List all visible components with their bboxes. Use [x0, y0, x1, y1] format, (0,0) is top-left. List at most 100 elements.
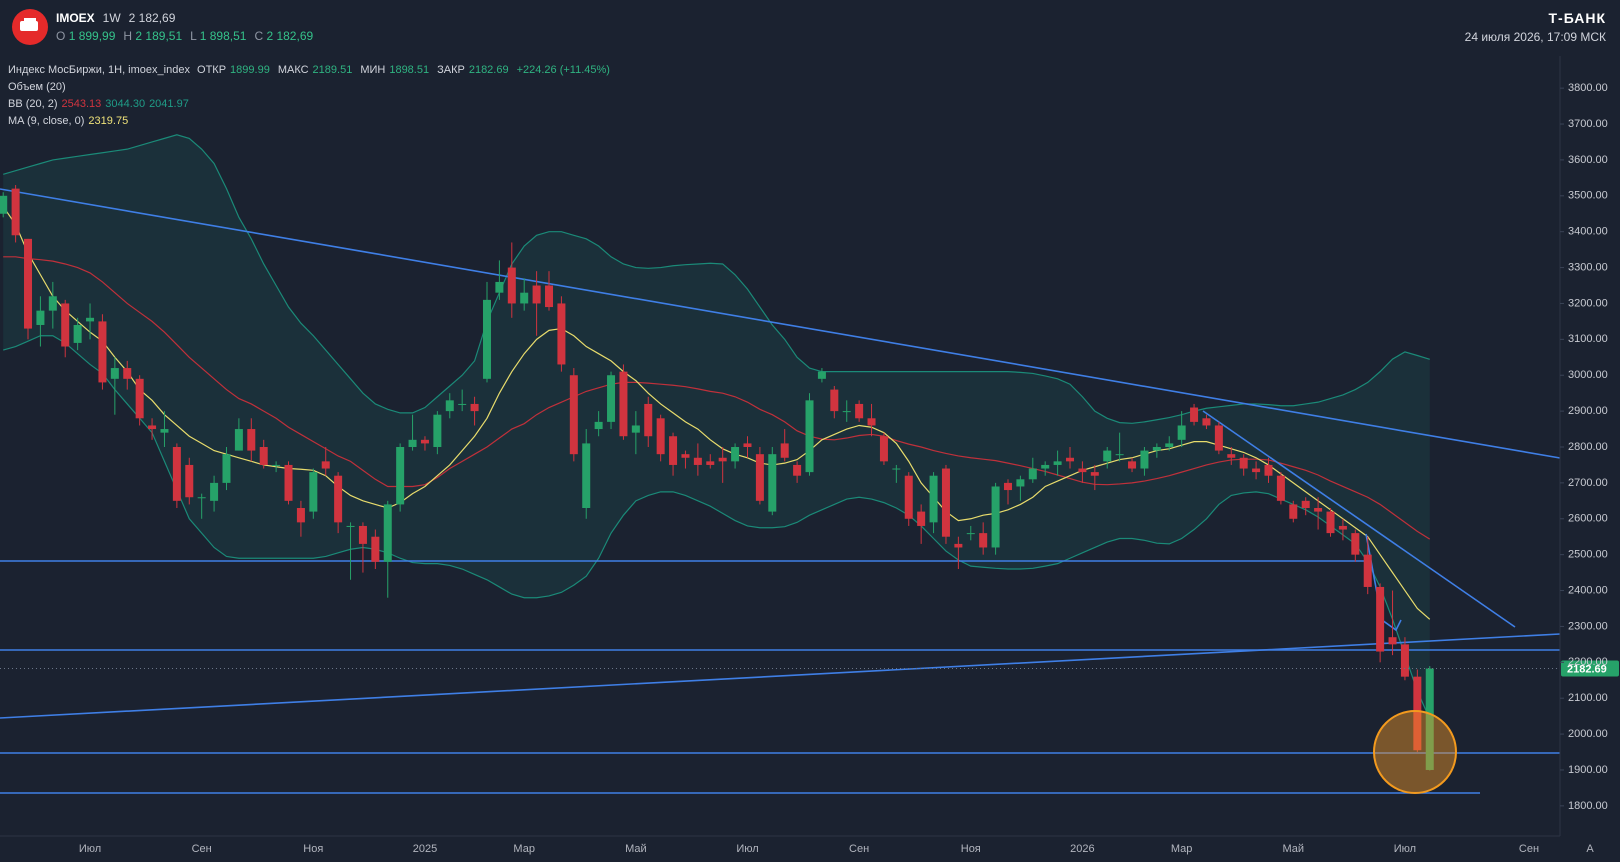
y-tick-label: 3300.00 — [1568, 261, 1608, 273]
candle-body — [1376, 586, 1385, 652]
candle-body — [445, 400, 454, 412]
candle-body — [234, 429, 243, 451]
candle-body — [830, 389, 839, 412]
candle-body — [731, 447, 740, 462]
auto-scale-button: A — [1586, 843, 1594, 855]
legend-name: BB (20, 2) — [8, 98, 58, 110]
y-tick-label: 3600.00 — [1568, 154, 1608, 166]
x-tick-label: Мар — [1171, 843, 1193, 855]
candle-body — [371, 536, 380, 562]
candle-body — [123, 368, 132, 379]
ohlc-label: L — [190, 29, 197, 43]
highlight-circle — [1373, 710, 1457, 794]
candle-body — [247, 429, 256, 451]
legend-name: Объем (20) — [8, 81, 66, 93]
y-tick-label: 2100.00 — [1568, 692, 1608, 704]
y-tick-label: 2800.00 — [1568, 441, 1608, 453]
legend-field: МАКС 2189.51 — [278, 64, 357, 76]
legend-name: MA (9, close, 0) — [8, 115, 85, 127]
candle-body — [557, 303, 566, 365]
y-tick-label: 3700.00 — [1568, 118, 1608, 130]
x-tick-label: Май — [1283, 843, 1305, 855]
candle-body — [1239, 457, 1248, 469]
candle-body — [1128, 461, 1137, 469]
logo-icon — [20, 21, 38, 31]
candle-body — [383, 504, 392, 562]
ohlc-label: C — [254, 29, 264, 43]
candle-body — [1363, 554, 1372, 587]
candle-body — [1190, 407, 1199, 422]
brand: Т-БАНК 24 июля 2026, 17:09 МСК — [1465, 9, 1606, 46]
legend-change: +224.26 (+11.45%) — [516, 64, 610, 76]
candle-body — [520, 292, 529, 304]
candle-body — [507, 267, 516, 304]
trend-lines — [0, 188, 1561, 794]
candle-body — [1400, 644, 1409, 677]
brand-name: Т-БАНК — [1548, 10, 1606, 26]
ohlc-item: L 1 898,51 — [190, 27, 246, 45]
candle-body — [1338, 525, 1347, 530]
candle-body — [755, 454, 764, 501]
candle-body — [793, 464, 802, 476]
y-tick-label: 1900.00 — [1568, 764, 1608, 776]
candle-body — [1388, 637, 1397, 645]
candle-body — [309, 472, 318, 512]
candle-body — [321, 461, 330, 469]
candle-body — [594, 421, 603, 430]
legend-label: ОТКР — [197, 64, 227, 76]
y-tick-label: 2600.00 — [1568, 513, 1608, 525]
candle-body — [619, 371, 628, 437]
candle-body — [1314, 508, 1323, 512]
candle-body — [706, 461, 715, 465]
x-tick-label: Июл — [1394, 843, 1416, 855]
candle-body — [433, 414, 442, 447]
legend-value: 2189.51 — [312, 64, 353, 76]
trend-line — [0, 633, 1561, 719]
legend-row: Объем (20) — [8, 79, 614, 96]
y-tick-label: 2200.00 — [1568, 656, 1608, 668]
interval: 1W — [102, 11, 121, 25]
candle-body — [1103, 450, 1112, 462]
candle-body — [631, 425, 640, 433]
y-tick-label: 3400.00 — [1568, 226, 1608, 238]
candle-body — [110, 368, 119, 379]
y-tick-label: 3500.00 — [1568, 190, 1608, 202]
candle-body — [1351, 533, 1360, 555]
candle-body — [1041, 464, 1050, 469]
axes: 1800.00 1900.00 2000.00 2100.00 2200.00 2300.… — [0, 56, 1608, 855]
candle-body — [148, 425, 157, 430]
logo — [12, 9, 48, 45]
y-tick-label: 2500.00 — [1568, 549, 1608, 561]
candle-body — [1202, 418, 1211, 426]
x-tick-label: Ноя — [303, 843, 323, 855]
candle-body — [545, 285, 554, 308]
candle-body — [1140, 450, 1149, 469]
candle-body — [1152, 447, 1161, 451]
candle-body — [904, 475, 913, 519]
ohlc-value: 1 899,99 — [68, 29, 116, 43]
arrow-drawing — [1365, 533, 1402, 632]
candle-body — [1016, 479, 1025, 487]
candle-body — [656, 418, 665, 455]
symbol: IMOEX — [56, 11, 95, 25]
legend: Индекс МосБиржи, 1Н, imoex_index ОТКР 189… — [8, 62, 614, 130]
legend-label: МАКС — [277, 64, 309, 76]
x-tick-label: Мар — [513, 843, 535, 855]
candle-body — [259, 447, 268, 465]
candle-body — [681, 454, 690, 458]
candle-body — [135, 378, 144, 419]
candle-body — [954, 543, 963, 548]
bb-fill — [3, 134, 1430, 720]
ohlc-value: 2 182,69 — [266, 29, 314, 43]
candle-body — [495, 281, 504, 293]
candle-body — [693, 457, 702, 465]
y-tick-label: 3800.00 — [1568, 82, 1608, 94]
trend-line — [0, 188, 1561, 459]
y-tick-label: 2700.00 — [1568, 477, 1608, 489]
x-tick-label: 2025 — [413, 843, 437, 855]
bb-lower — [3, 335, 1431, 720]
candle-body — [98, 321, 107, 383]
legend-row: Индекс МосБиржи, 1Н, imoex_index ОТКР 189… — [8, 62, 614, 79]
